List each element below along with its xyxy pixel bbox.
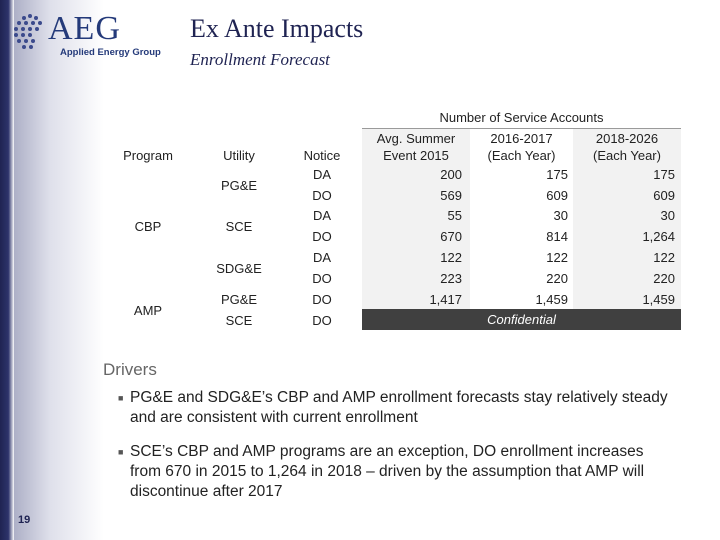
utility-sdge: SDG&E <box>216 261 262 276</box>
y2016-2017-cell: 814 <box>546 229 568 244</box>
avg-2015-cell: 569 <box>440 188 462 203</box>
y2018-2026-cell: 122 <box>653 250 675 265</box>
bullet-square-icon: ■ <box>118 393 124 403</box>
bullet-text: PG&E and SDG&E’s CBP and AMP enrollment … <box>130 389 668 426</box>
avg-2015-cell: 122 <box>440 250 462 265</box>
notice-cell: DA <box>312 208 332 223</box>
notice-cell: DO <box>312 313 332 328</box>
column-header-2018-line2: (Each Year) <box>593 148 661 163</box>
avg-2015-cell: 670 <box>440 229 462 244</box>
y2018-2026-cell: 175 <box>653 167 675 182</box>
y2016-2017-cell: 122 <box>546 250 568 265</box>
page-subtitle: Enrollment Forecast <box>190 50 330 69</box>
program-cbp: CBP <box>134 219 162 234</box>
notice-cell: DA <box>312 250 332 265</box>
enrollment-table: Number of Service Accounts Program Utili… <box>108 107 681 330</box>
y2016-2017-cell: 609 <box>546 188 568 203</box>
y2018-2026-cell: 30 <box>660 208 675 223</box>
y2016-2017-cell: 30 <box>553 208 568 223</box>
utility-sce: SCE <box>225 313 253 328</box>
column-header-2018-line1: 2018-2026 <box>595 131 659 146</box>
table-shade <box>362 129 470 309</box>
page-title: Ex Ante Impacts <box>190 14 364 43</box>
drivers-list: ■ PG&E and SDG&E’s CBP and AMP enrollmen… <box>118 388 678 516</box>
notice-cell: DA <box>312 167 332 182</box>
avg-2015-cell: 1,417 <box>429 292 462 307</box>
group-header-band <box>362 107 681 129</box>
notice-cell: DO <box>312 188 332 203</box>
utility-pge: PG&E <box>220 292 258 307</box>
column-header-2016-line2: (Each Year) <box>487 148 556 163</box>
table-shade <box>573 129 681 309</box>
group-header: Number of Service Accounts <box>439 110 604 125</box>
y2018-2026-cell: 609 <box>653 188 675 203</box>
logo-text: AEG <box>48 10 121 47</box>
column-header-utility: Utility <box>223 148 255 163</box>
y2016-2017-cell: 220 <box>546 271 568 286</box>
logo-dots-icon <box>8 10 48 60</box>
confidential-bar: Confidential <box>362 309 681 330</box>
avg-2015-cell: 223 <box>440 271 462 286</box>
y2018-2026-cell: 1,459 <box>642 292 675 307</box>
column-header-program: Program <box>123 148 173 163</box>
column-header-notice: Notice <box>303 148 341 163</box>
program-amp: AMP <box>133 303 163 318</box>
bullet-text: SCE’s CBP and AMP programs are an except… <box>130 443 645 500</box>
sidebar-fade <box>14 0 104 540</box>
y2016-2017-cell: 1,459 <box>535 292 568 307</box>
y2016-2017-cell: 175 <box>546 167 568 182</box>
avg-2015-cell: 55 <box>447 208 462 223</box>
y2018-2026-cell: 220 <box>653 271 675 286</box>
drivers-heading: Drivers <box>103 360 157 379</box>
list-item: ■ SCE’s CBP and AMP programs are an exce… <box>118 442 678 502</box>
sidebar-band <box>0 0 14 540</box>
logo-subtitle: Applied Energy Group <box>60 47 161 58</box>
utility-sce: SCE <box>225 219 253 234</box>
aeg-logo: AEG Applied Energy Group <box>8 10 168 62</box>
bullet-square-icon: ■ <box>118 447 124 457</box>
notice-cell: DO <box>312 292 332 307</box>
column-header-2016-line1: 2016-2017 <box>490 131 553 146</box>
notice-cell: DO <box>312 229 332 244</box>
avg-2015-cell: 200 <box>440 167 462 182</box>
y2018-2026-cell: 1,264 <box>642 229 675 244</box>
utility-pge: PG&E <box>220 178 258 193</box>
page-number: 19 <box>18 514 31 526</box>
list-item: ■ PG&E and SDG&E’s CBP and AMP enrollmen… <box>118 388 678 428</box>
column-header-avg-line1: Avg. Summer <box>376 131 456 146</box>
notice-cell: DO <box>312 271 332 286</box>
column-header-avg-line2: Event 2015 <box>383 148 449 163</box>
